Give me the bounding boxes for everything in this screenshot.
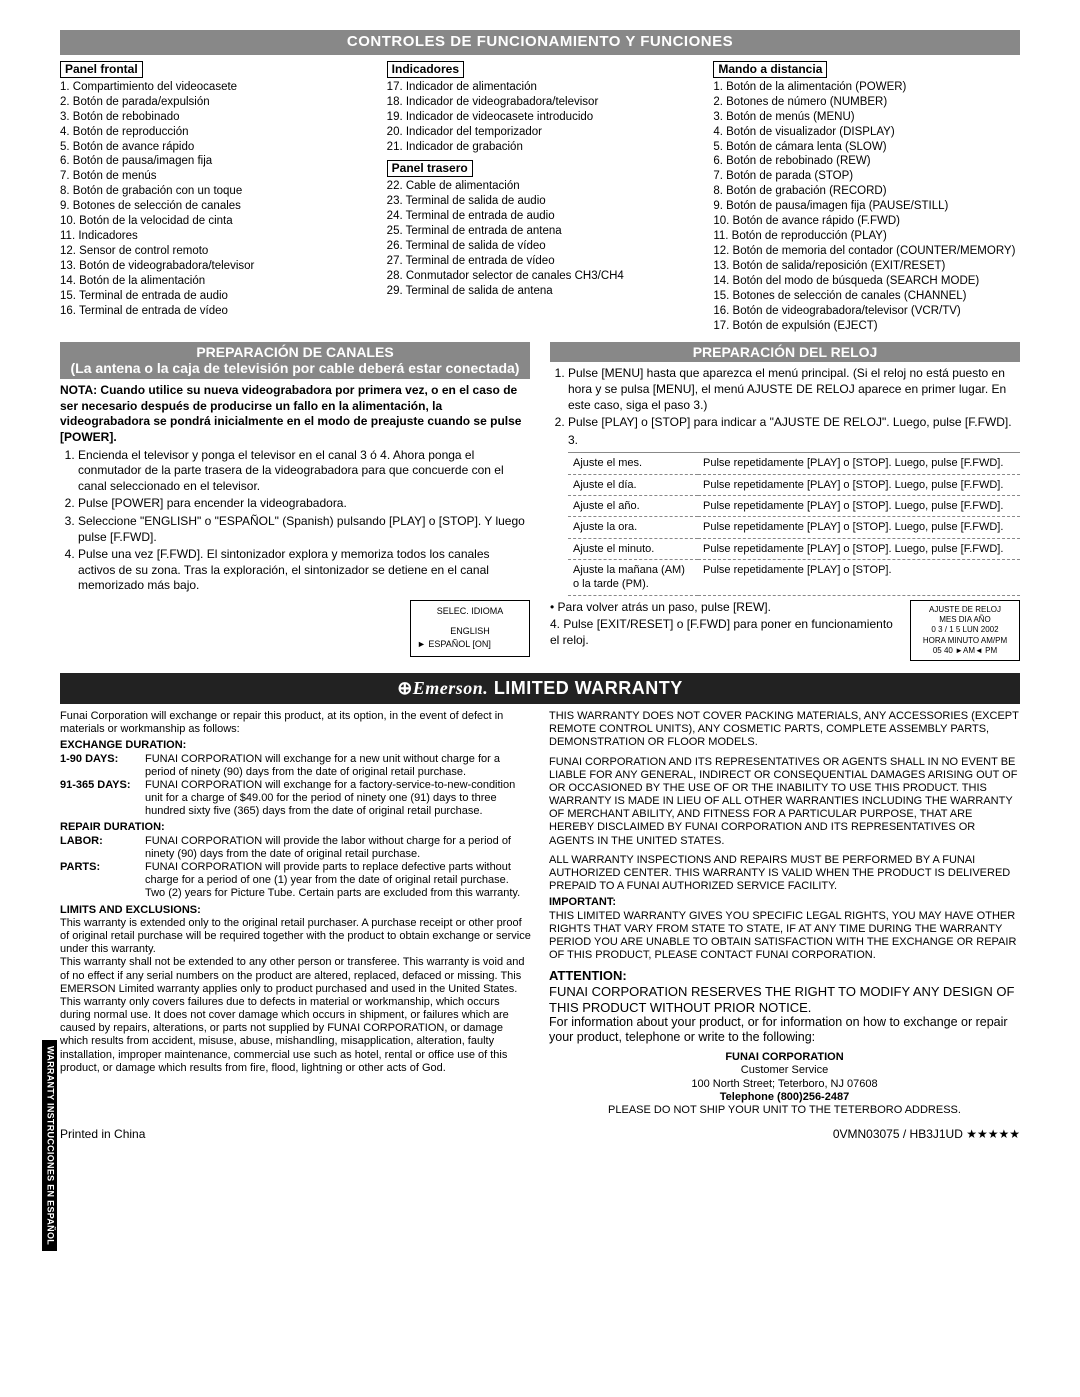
list-item: 4. Botón de reproducción (60, 125, 367, 140)
panel-trasero-list: 22. Cable de alimentación23. Terminal de… (387, 179, 694, 299)
list-item: 22. Cable de alimentación (387, 179, 694, 194)
lang-box: SELEC. IDIOMA ENGLISH ► ESPAÑOL [ON] (410, 600, 530, 657)
list-item: 23. Terminal de salida de audio (387, 194, 694, 209)
footer-right: 0VMN03075 / HB3J1UD ★★★★★ (833, 1127, 1020, 1142)
warranty-intro: Funai Corporation will exchange or repai… (60, 710, 531, 736)
rep-head: REPAIR DURATION: (60, 821, 531, 834)
prep-reloj-title: PREPARACIÓN DEL RELOJ (550, 342, 1020, 363)
list-item: 13. Botón de videograbadora/televisor (60, 259, 367, 274)
panel-frontal-list: 1. Compartimiento del videocasete2. Botó… (60, 80, 367, 319)
list-item: 1. Compartimiento del videocasete (60, 80, 367, 95)
list-item: 19. Indicador de videocasete introducido (387, 110, 694, 125)
list-item: 7. Botón de parada (STOP) (713, 169, 1020, 184)
list-item: 26. Terminal de salida de vídeo (387, 239, 694, 254)
list-item: 14. Botón de la alimentación (60, 274, 367, 289)
list-item: 25. Terminal de entrada de antena (387, 224, 694, 239)
list-item: 7. Botón de menús (60, 169, 367, 184)
list-item: 29. Terminal de salida de antena (387, 284, 694, 299)
list-item: 3. Botón de menús (MENU) (713, 110, 1020, 125)
list-item: 15. Terminal de entrada de audio (60, 289, 367, 304)
list-item: 3. Botón de rebobinado (60, 110, 367, 125)
prep-canales-steps: Encienda el televisor y ponga el televis… (60, 448, 530, 594)
list-item: 16. Terminal de entrada de vídeo (60, 304, 367, 319)
list-item: 2. Botones de número (NUMBER) (713, 95, 1020, 110)
list-item: 6. Botón de rebobinado (REW) (713, 154, 1020, 169)
list-item: 17. Indicador de alimentación (387, 80, 694, 95)
list-item: 14. Botón del modo de búsqueda (SEARCH M… (713, 274, 1020, 289)
list-item: 24. Terminal de entrada de audio (387, 209, 694, 224)
exch-head: EXCHANGE DURATION: (60, 739, 531, 752)
list-item: 6. Botón de pausa/imagen fija (60, 154, 367, 169)
mando-head: Mando a distancia (713, 61, 827, 78)
list-item: 1. Botón de la alimentación (POWER) (713, 80, 1020, 95)
list-item: 4. Botón de visualizador (DISPLAY) (713, 125, 1020, 140)
indicadores-list: 17. Indicador de alimentación18. Indicad… (387, 80, 694, 155)
list-item: 9. Botón de pausa/imagen fija (PAUSE/STI… (713, 199, 1020, 214)
prep-canales-title: PREPARACIÓN DE CANALES (La antena o la c… (60, 342, 530, 380)
list-item: 27. Terminal de entrada de vídeo (387, 254, 694, 269)
list-item: 11. Indicadores (60, 229, 367, 244)
list-item: 18. Indicador de videograbadora/televiso… (387, 95, 694, 110)
list-item: 12. Sensor de control remoto (60, 244, 367, 259)
lim-head: LIMITS AND EXCLUSIONS: (60, 904, 531, 917)
list-item: 16. Botón de videograbadora/televisor (V… (713, 304, 1020, 319)
list-item: 15. Botones de selección de canales (CHA… (713, 289, 1020, 304)
mando-list: 1. Botón de la alimentación (POWER)2. Bo… (713, 80, 1020, 334)
list-item: 20. Indicador del temporizador (387, 125, 694, 140)
list-item: 10. Botón de avance rápido (F.FWD) (713, 214, 1020, 229)
warranty-header: ⊕Emerson. LIMITED WARRANTY (60, 673, 1020, 704)
list-item: 8. Botón de grabación con un toque (60, 184, 367, 199)
controls-columns: Panel frontal 1. Compartimiento del vide… (60, 61, 1020, 334)
panel-frontal-head: Panel frontal (60, 61, 143, 78)
list-item: 8. Botón de grabación (RECORD) (713, 184, 1020, 199)
list-item: 12. Botón de memoria del contador (COUNT… (713, 244, 1020, 259)
list-item: 11. Botón de reproducción (PLAY) (713, 229, 1020, 244)
list-item: 17. Botón de expulsión (EJECT) (713, 319, 1020, 334)
side-tab: WARRANTY INSTRUCCIONES EN ESPAÑOL (42, 1040, 57, 1251)
list-item: 5. Botón de avance rápido (60, 140, 367, 155)
clock-table: Ajuste el mes.Pulse repetidamente [PLAY]… (568, 452, 1020, 595)
clock-box: AJUSTE DE RELOJ MES DIA AÑO 0 3 / 1 5 LU… (910, 600, 1020, 662)
list-item: 28. Conmutador selector de canales CH3/C… (387, 269, 694, 284)
attention-head: ATTENTION: (549, 968, 1020, 984)
list-item: 2. Botón de parada/expulsión (60, 95, 367, 110)
panel-trasero-head: Panel trasero (387, 160, 473, 177)
prep-canales-nota: NOTA: Cuando utilice su nueva videograba… (60, 383, 530, 445)
list-item: 5. Botón de cámara lenta (SLOW) (713, 140, 1020, 155)
controls-header: CONTROLES DE FUNCIONAMIENTO Y FUNCIONES (60, 30, 1020, 55)
funai-corp: FUNAI CORPORATION (549, 1051, 1020, 1064)
important-head: IMPORTANT: (549, 896, 1020, 909)
list-item: 21. Indicador de grabación (387, 140, 694, 155)
indicadores-head: Indicadores (387, 61, 464, 78)
list-item: 10. Botón de la velocidad de cinta (60, 214, 367, 229)
footer-left: Printed in China (60, 1127, 145, 1142)
list-item: 13. Botón de salida/reposición (EXIT/RES… (713, 259, 1020, 274)
list-item: 9. Botones de selección de canales (60, 199, 367, 214)
prep-reloj-presteps: Pulse [MENU] hasta que aparezca el menú … (550, 366, 1020, 430)
